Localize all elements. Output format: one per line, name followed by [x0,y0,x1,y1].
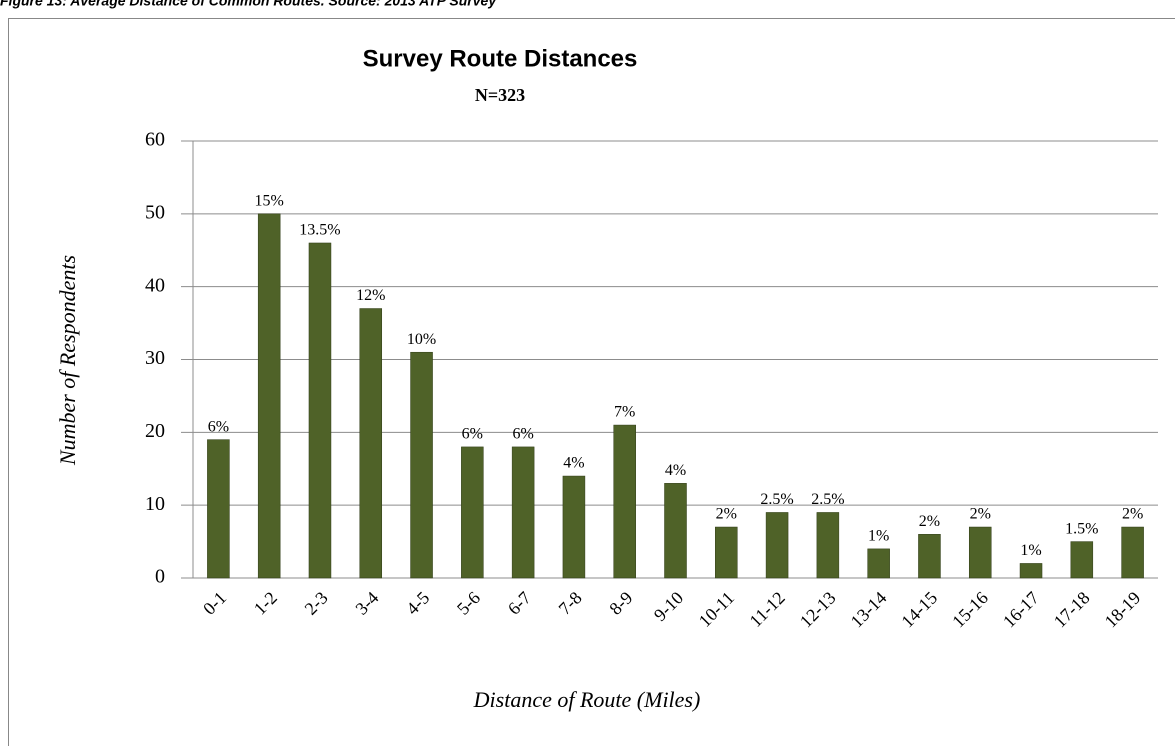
y-tick-label: 0 [155,566,165,588]
bar [461,446,484,579]
x-tick-label: 1-2 [250,588,281,619]
bar [765,512,789,579]
y-tick-label: 50 [145,201,165,223]
bar [664,483,687,579]
bar [207,439,230,579]
data-label: 1% [1020,542,1041,559]
bar [968,526,992,579]
bar [816,512,840,579]
data-label: 2.5% [811,491,844,508]
data-label: 1% [868,528,889,545]
y-tick-label: 60 [145,129,165,151]
y-tick-label: 10 [145,493,165,515]
x-tick-label: 7-8 [555,588,586,619]
bar [613,424,636,579]
x-axis-label: Distance of Route (Miles) [473,687,701,712]
bar [511,446,535,579]
bar [562,475,586,579]
data-label: 4% [563,455,584,472]
y-tick-label: 20 [145,420,165,442]
x-tick-label: 13-14 [847,588,891,632]
bar [1070,541,1094,579]
data-label: 2% [716,506,737,523]
data-label: 15% [255,193,284,210]
bar [410,351,433,579]
data-label: 1.5% [1065,520,1098,537]
y-tick-label: 30 [145,347,165,369]
bar [715,526,738,579]
bar [1121,526,1144,579]
data-label: 4% [665,462,686,479]
bar [257,213,281,579]
chart-title: Survey Route Distances [363,45,638,72]
caption: Figure 13: Average Distance of Common Ro… [0,0,497,9]
data-label: 2% [1122,506,1143,523]
data-label: 6% [208,418,229,435]
x-tick-label: 9-10 [650,588,687,625]
bar [359,308,383,579]
data-label: 12% [356,287,385,304]
bar [918,534,941,579]
y-tick-label: 40 [145,274,165,296]
data-label: 7% [614,404,635,421]
x-tick-label: 8-9 [605,588,636,619]
chart-subtitle: N=323 [475,85,525,105]
bar [308,242,332,579]
x-tick-label: 15-16 [948,588,992,632]
data-label: 6% [462,426,483,443]
data-label: 2.5% [760,491,793,508]
x-tick-label: 10-11 [695,588,738,631]
data-label: 2% [970,506,991,523]
data-label: 6% [512,426,533,443]
x-tick-label: 0-1 [199,588,230,619]
x-tick-label: 16-17 [999,588,1043,632]
x-tick-label: 12-13 [796,588,840,632]
data-label: 10% [407,331,436,348]
x-tick-label: 3-4 [351,588,382,619]
x-tick-label: 6-7 [504,588,535,619]
x-tick-label: 2-3 [301,588,332,619]
bar [867,548,890,579]
x-tick-label: 11-12 [745,588,788,631]
x-tick-label: 14-15 [897,588,941,632]
data-label: 2% [919,513,940,530]
x-tick-label: 18-19 [1101,588,1145,632]
data-label: 13.5% [299,222,340,239]
x-tick-label: 17-18 [1050,588,1094,632]
chart-frame [8,18,1175,746]
x-tick-label: 4-5 [402,588,433,619]
bar [1019,563,1043,579]
y-axis-label: Number of Respondents [55,255,80,466]
x-tick-label: 5-6 [453,588,484,619]
